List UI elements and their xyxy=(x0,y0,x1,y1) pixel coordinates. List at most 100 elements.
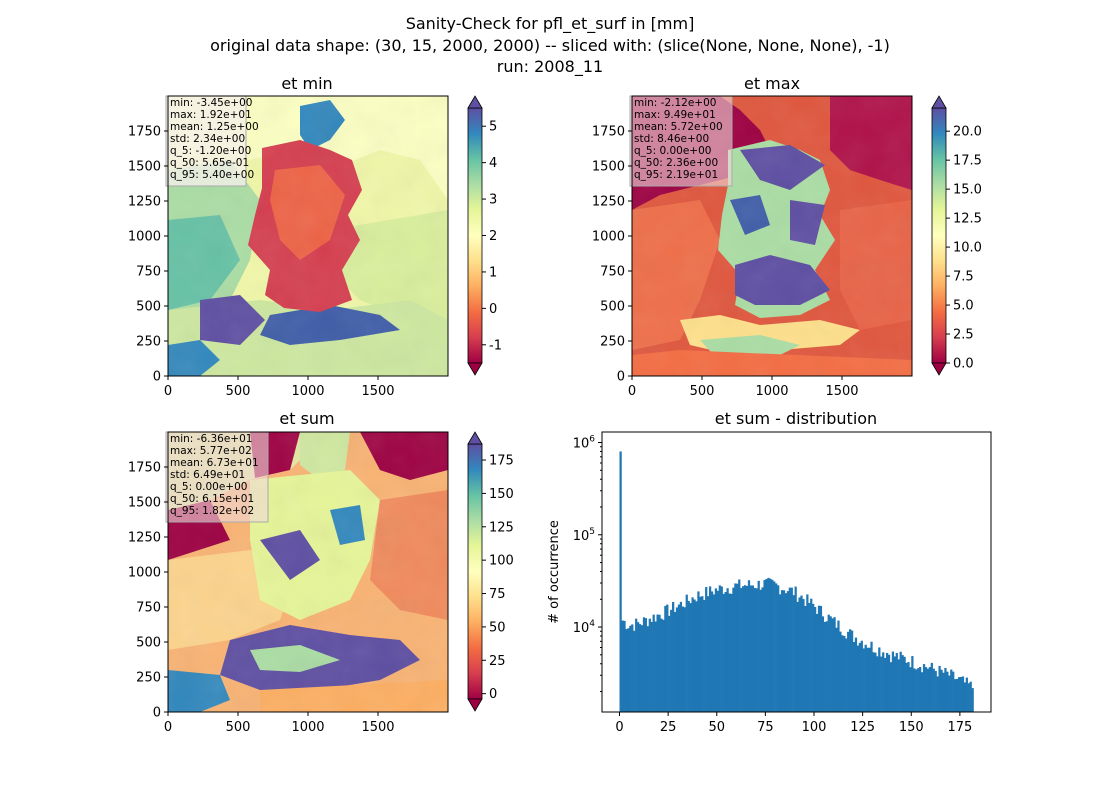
stats-box-bg xyxy=(165,431,269,523)
colorbar-tick-label: 3 xyxy=(489,193,497,208)
histogram-bar xyxy=(742,586,745,712)
histogram-bar xyxy=(716,590,719,712)
histogram-bar xyxy=(800,595,803,712)
histogram-bar xyxy=(928,667,932,712)
colorbar-tick-label: 7.5 xyxy=(953,270,974,285)
histogram-bar xyxy=(911,656,914,712)
suptitle-line-2: original data shape: (30, 15, 2000, 2000… xyxy=(210,36,890,55)
histogram-bar xyxy=(780,590,784,712)
x-tick-label: 25 xyxy=(660,720,677,735)
histogram-bar xyxy=(650,621,653,712)
x-tick-label: 0 xyxy=(164,384,172,399)
histogram-bar xyxy=(864,644,867,712)
histogram-bar xyxy=(812,603,815,712)
colorbar-extend-bottom xyxy=(467,362,483,376)
histogram-bar xyxy=(691,597,694,712)
histogram-bar xyxy=(876,656,879,712)
stats-line: q_50: 2.36e+00 xyxy=(634,157,718,169)
colorbar-tick-label: 50 xyxy=(489,620,506,635)
histogram-bar xyxy=(870,641,873,712)
histogram-bar xyxy=(743,585,747,712)
histogram-bar xyxy=(841,635,844,712)
histogram-bar xyxy=(866,647,869,712)
histogram-bar xyxy=(940,669,943,712)
histogram-bar xyxy=(637,622,640,712)
histogram-bar xyxy=(656,614,659,712)
stats-line: min: -3.45e+00 xyxy=(170,97,252,109)
stats-line: min: -2.12e+00 xyxy=(634,97,716,109)
y-tick-label: 1750 xyxy=(128,125,161,140)
histogram-bar xyxy=(738,579,741,712)
histogram-bar xyxy=(708,586,712,712)
histogram-bar xyxy=(887,654,891,712)
histogram-bar xyxy=(718,585,721,712)
histogram-bar xyxy=(790,587,793,712)
histogram-bar xyxy=(638,624,642,712)
histogram-bar xyxy=(967,683,970,712)
histogram-bar xyxy=(930,662,933,712)
colorbar-extend-bottom xyxy=(467,698,483,712)
y-tick-label: 1500 xyxy=(592,160,625,175)
colorbar: -1 0 1 2 3 4 5 xyxy=(467,95,502,376)
histogram-bar xyxy=(646,626,649,712)
histogram-bar xyxy=(950,669,953,712)
histogram-bar xyxy=(942,672,945,712)
y-tick-label: 105 xyxy=(573,527,595,544)
histogram-bar xyxy=(802,599,805,712)
histogram-bar xyxy=(868,647,871,712)
colorbar-extend-top xyxy=(467,95,483,109)
colorbar-body xyxy=(467,107,483,364)
histogram-bar xyxy=(804,605,807,712)
histogram-bar xyxy=(891,651,895,712)
histogram-bar xyxy=(705,587,708,712)
histogram-bar xyxy=(633,630,636,712)
x-tick-label: 500 xyxy=(690,384,715,399)
histogram-bar xyxy=(899,651,902,712)
histogram-bar xyxy=(924,667,928,712)
histogram-bar xyxy=(955,678,959,712)
histogram-bar xyxy=(897,659,900,712)
histogram-bar xyxy=(681,606,684,712)
histogram-bar xyxy=(701,596,704,712)
histogram-bar xyxy=(660,618,663,712)
colorbar-tick-label: 2.5 xyxy=(953,328,974,343)
y-tick-label: 1750 xyxy=(128,461,161,476)
histogram-bar xyxy=(903,656,906,712)
y-tick-label: 1750 xyxy=(592,125,625,140)
histogram-bar xyxy=(849,629,852,712)
y-tick-label: 104 xyxy=(573,619,596,636)
histogram-bar xyxy=(734,583,737,712)
histogram-bar xyxy=(843,635,846,712)
histogram-bar xyxy=(778,594,782,712)
histogram-bar xyxy=(765,578,768,712)
histogram-bar xyxy=(769,578,772,712)
histogram-bar xyxy=(815,613,819,712)
colorbar-tick-label: 25 xyxy=(489,654,506,669)
histogram-bar xyxy=(880,656,883,712)
histogram-bar xyxy=(724,592,727,712)
x-tick-label: 0 xyxy=(628,384,636,399)
histogram-bar xyxy=(726,588,729,712)
stats-line: q_95: 5.40e+00 xyxy=(170,169,254,181)
histogram-bar xyxy=(699,596,702,712)
x-tick-label: 1000 xyxy=(291,384,324,399)
histogram-bar xyxy=(759,589,762,712)
histogram-bar xyxy=(782,590,786,712)
histogram-bar xyxy=(786,591,790,712)
colorbar-tick-label: 0 xyxy=(489,687,497,702)
histogram-bar xyxy=(938,665,941,712)
suptitle-line-3: run: 2008_11 xyxy=(497,57,603,77)
y-tick-label: 750 xyxy=(136,265,161,280)
colorbar-tick-label: -1 xyxy=(489,338,502,353)
histogram-bar xyxy=(837,620,840,712)
histogram-bar xyxy=(965,677,968,712)
histogram-bar xyxy=(658,614,661,712)
stats-line: q_95: 2.19e+01 xyxy=(634,169,718,181)
y-tick-label: 0 xyxy=(617,370,625,385)
histogram-bar xyxy=(640,625,644,712)
histogram-bar xyxy=(777,585,780,712)
histogram-bar xyxy=(944,667,947,712)
